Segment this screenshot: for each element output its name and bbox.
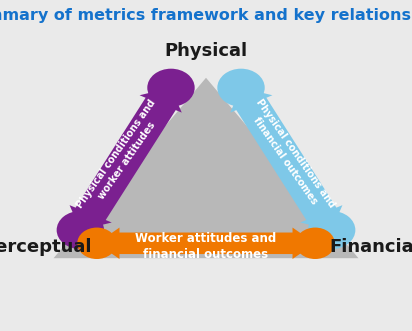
Circle shape [218, 69, 265, 107]
Circle shape [147, 69, 194, 107]
Circle shape [308, 211, 355, 249]
Polygon shape [230, 88, 342, 230]
Text: Physical conditions and
financial outcomes: Physical conditions and financial outcom… [244, 98, 337, 217]
Text: Summary of metrics framework and key relationships: Summary of metrics framework and key rel… [0, 8, 412, 23]
Polygon shape [70, 88, 182, 230]
Text: Financial: Financial [330, 238, 412, 256]
Text: Physical: Physical [164, 42, 248, 60]
Circle shape [295, 228, 335, 259]
Circle shape [77, 228, 116, 259]
Text: Worker attitudes and
financial outcomes: Worker attitudes and financial outcomes [136, 232, 276, 261]
Polygon shape [97, 228, 315, 259]
Circle shape [57, 211, 104, 249]
Text: Physical conditions and
worker attitudes: Physical conditions and worker attitudes [75, 98, 168, 217]
Polygon shape [54, 78, 358, 258]
Text: Perceptual: Perceptual [0, 238, 92, 256]
